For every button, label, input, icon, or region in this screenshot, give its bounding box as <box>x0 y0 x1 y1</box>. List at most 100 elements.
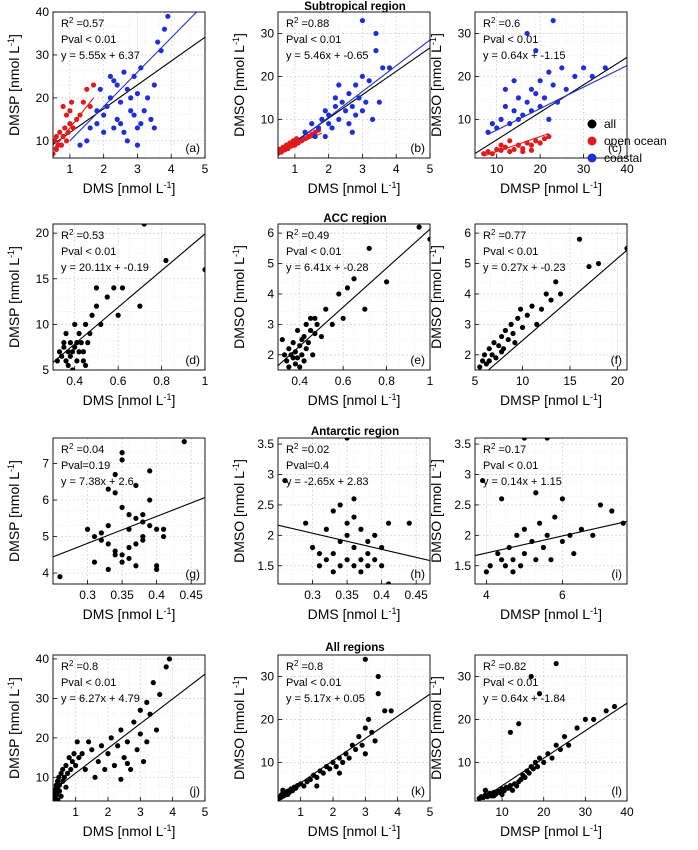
data-point <box>284 358 290 364</box>
data-point <box>303 346 309 352</box>
data-point <box>160 533 167 540</box>
x-tick-label: 20 <box>611 374 625 388</box>
data-point <box>529 538 535 545</box>
data-point <box>521 438 527 441</box>
y-tick-label: 20 <box>458 69 472 83</box>
data-point <box>65 129 71 135</box>
data-point <box>515 95 522 101</box>
data-point <box>518 563 524 569</box>
stat-equation: y = 7.38x + 2.6 <box>61 476 134 488</box>
data-point <box>337 538 343 545</box>
data-point <box>111 762 118 769</box>
y-tick-label: 20 <box>36 226 50 240</box>
legend-label-open-ocean: open ocean <box>604 134 667 148</box>
x-tick-label: 4 <box>168 162 175 176</box>
data-point <box>362 751 368 757</box>
data-point <box>153 727 160 733</box>
data-point <box>141 108 147 114</box>
data-point <box>114 116 120 122</box>
fit-line <box>69 12 198 142</box>
data-point <box>498 142 504 148</box>
data-point <box>543 291 549 297</box>
stat-pval: Pval < 0.01 <box>483 246 538 258</box>
data-point <box>529 303 535 309</box>
data-point <box>105 486 111 492</box>
y-tick-label: 3 <box>464 468 471 482</box>
panel-frame <box>52 223 206 371</box>
y-tick-label: 2 <box>464 348 471 362</box>
data-point <box>58 770 64 776</box>
data-point <box>498 147 504 153</box>
data-point <box>133 482 139 489</box>
data-point <box>314 783 320 789</box>
x-tick-label: 0.8 <box>378 374 395 388</box>
data-point <box>57 129 63 135</box>
stat-r2: R2 =0.88 <box>286 16 329 30</box>
data-point <box>285 791 291 798</box>
data-point <box>319 116 325 122</box>
data-point <box>121 129 127 135</box>
data-point <box>373 48 379 54</box>
data-point <box>359 108 366 114</box>
x-axis-label: DMS [nmol L-1] <box>308 606 401 622</box>
data-point <box>507 121 513 127</box>
y-tick-label: 2 <box>267 348 274 362</box>
data-point <box>356 95 362 101</box>
data-point <box>567 532 573 538</box>
data-point <box>151 82 157 88</box>
data-point <box>312 315 318 321</box>
data-point <box>102 766 108 773</box>
data-point <box>518 776 524 783</box>
data-point <box>297 343 303 349</box>
data-point <box>144 699 150 705</box>
data-point <box>323 526 329 532</box>
data-point <box>318 333 325 340</box>
data-point <box>57 574 63 580</box>
data-point <box>73 762 79 769</box>
stat-pval: Pval < 0.01 <box>286 677 341 689</box>
x-tick-label: 2 <box>100 162 107 176</box>
data-point <box>84 526 91 532</box>
x-tick-label: 0.4 <box>373 588 390 602</box>
stat-equation: y = 0.27x + -0.23 <box>483 262 566 274</box>
data-point <box>502 144 508 150</box>
y-axis-label: DMSO [nmol L-1] <box>428 459 444 563</box>
data-point <box>163 664 169 670</box>
data-point <box>59 353 65 359</box>
data-point <box>553 279 559 285</box>
data-point <box>332 103 339 110</box>
data-point <box>358 526 364 532</box>
stat-equation: y = 5.17x + 0.05 <box>286 693 365 705</box>
panel-label: (k) <box>411 784 425 798</box>
data-point <box>510 330 516 337</box>
data-point <box>537 78 543 84</box>
y-tick-label: 4 <box>267 287 274 301</box>
data-point <box>511 146 517 153</box>
data-point <box>63 112 70 118</box>
data-point <box>591 716 597 723</box>
data-point <box>379 563 385 569</box>
panel-frame <box>52 437 206 585</box>
x-tick-label: 1 <box>72 805 79 819</box>
panel-frame <box>474 223 628 371</box>
data-point <box>561 733 568 740</box>
data-point <box>147 497 153 503</box>
y-tick-label: 2 <box>464 528 471 542</box>
y-axis-label: DMSO [nmol L-1] <box>231 676 247 780</box>
panel-j: 1 2 3 4 5 10 20 30 40 R2 =0.8 Pval < 0.01 y = 6.27x… <box>6 652 209 839</box>
data-point <box>521 526 528 532</box>
data-point <box>524 99 530 105</box>
data-point <box>574 725 580 731</box>
y-tick-label: 3 <box>267 468 274 482</box>
data-point <box>342 108 349 114</box>
data-point <box>78 340 84 346</box>
y-tick-label: 3 <box>464 317 471 331</box>
data-point <box>337 502 343 508</box>
data-point <box>358 569 364 575</box>
data-point <box>124 138 130 144</box>
data-point <box>519 324 526 331</box>
data-point <box>538 306 545 312</box>
data-point <box>309 544 316 551</box>
data-point <box>76 330 82 337</box>
data-point <box>557 746 563 753</box>
